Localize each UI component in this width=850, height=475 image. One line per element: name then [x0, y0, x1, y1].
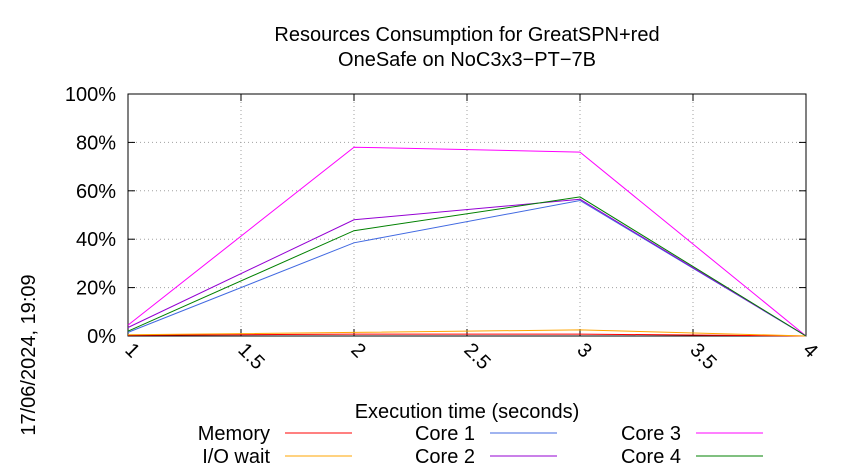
- legend-label-core-3: Core 3: [621, 423, 681, 445]
- legend-label-core-1: Core 1: [415, 423, 475, 445]
- legend-label-core-4: Core 4: [621, 446, 681, 468]
- series-line-core-1: [127, 199, 807, 337]
- y-tick-label: 60%: [76, 181, 116, 203]
- y-tick-label: 100%: [65, 84, 116, 106]
- legend-label-i-o-wait: I/O wait: [202, 446, 270, 468]
- x-tick-label: 1.5: [233, 339, 268, 374]
- legend-label-core-2: Core 2: [415, 446, 475, 468]
- series-line-i-o-wait: [127, 329, 807, 337]
- x-axis-label: Execution time (seconds): [355, 401, 580, 423]
- y-tick-label: 20%: [76, 278, 116, 300]
- x-axis: 1 1.5 2 2.5 3 3.5 4: [120, 94, 822, 374]
- y-axis: 0% 20% 40% 60% 80% 100%: [65, 84, 806, 348]
- x-tick-label: 2.5: [459, 339, 494, 374]
- y-tick-label: 0%: [87, 326, 116, 348]
- timestamp-label: 17/06/2024, 19:09: [18, 274, 40, 435]
- y-tick-label: 40%: [76, 229, 116, 251]
- series-line-core-4: [127, 196, 807, 337]
- x-tick-label: 4: [798, 339, 821, 362]
- x-tick-label: 2: [346, 339, 369, 362]
- chart-title-line-2: OneSafe on NoC3x3−PT−7B: [338, 49, 596, 71]
- y-tick-label: 80%: [76, 132, 116, 154]
- legend-label-memory: Memory: [198, 423, 270, 445]
- x-tick-label: 3.5: [685, 339, 720, 374]
- grid-lines: [128, 94, 806, 336]
- series-line-memory: [127, 333, 807, 337]
- series-line-core-3: [127, 146, 807, 337]
- x-tick-label: 1: [120, 339, 143, 362]
- chart-title-line-1: Resources Consumption for GreatSPN+red: [274, 24, 659, 46]
- series-line-core-2: [127, 198, 807, 337]
- series-lines: [127, 146, 807, 337]
- x-tick-label: 3: [572, 339, 595, 362]
